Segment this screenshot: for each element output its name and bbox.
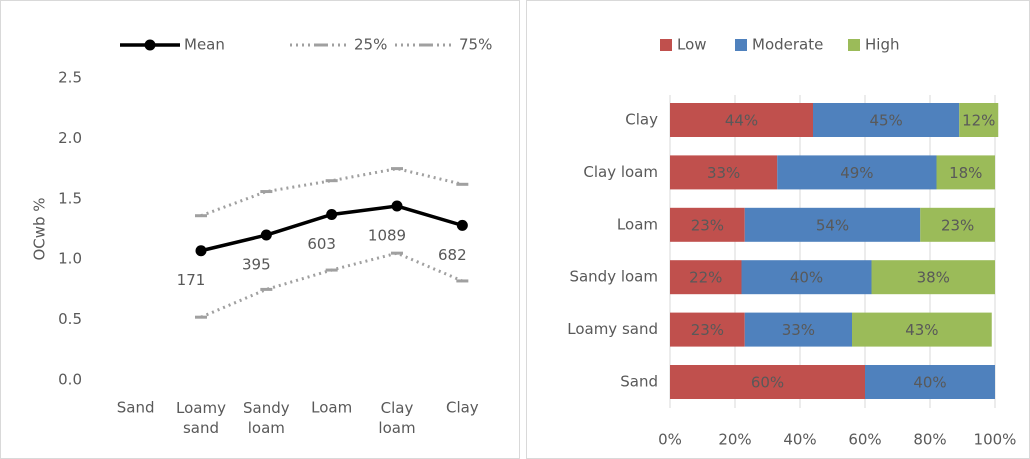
value-label: 60%	[751, 374, 784, 392]
y-tick-label: Sand	[620, 373, 658, 391]
bar-segment	[959, 103, 999, 137]
legend-label: 25%	[354, 36, 387, 54]
bar-segment	[741, 260, 872, 295]
count-label: 603	[307, 235, 336, 253]
value-label: 12%	[962, 112, 995, 130]
legend-label: High	[865, 36, 899, 54]
x-tick-label: Sandy loam	[243, 399, 290, 437]
count-label: 682	[438, 246, 467, 264]
value-label: 33%	[707, 164, 740, 182]
value-label: 38%	[917, 269, 950, 287]
marker	[195, 245, 207, 257]
value-label: 22%	[689, 269, 722, 287]
x-tick-label: 60%	[848, 431, 881, 449]
y-tick-label: 2.5	[58, 69, 82, 87]
x-tick-label: 100%	[974, 431, 1017, 449]
legend-swatch	[660, 39, 672, 51]
value-label: 40%	[913, 374, 946, 392]
bar-segment	[670, 365, 865, 399]
legend-marker	[144, 39, 156, 51]
y-tick-label: Sandy loam	[569, 268, 658, 286]
bar-segment	[813, 103, 960, 137]
value-label: 40%	[790, 269, 823, 287]
x-tick-label: 40%	[783, 431, 816, 449]
count-label: 395	[242, 256, 271, 274]
bar-segment	[670, 155, 778, 190]
value-label: 33%	[782, 321, 815, 339]
y-tick-label: Clay	[625, 111, 658, 129]
legend-swatch	[735, 39, 747, 51]
bar-segment	[936, 155, 995, 190]
legend-label: Moderate	[752, 36, 823, 54]
y-tick-label: 2.0	[58, 129, 82, 147]
bar-segment	[865, 365, 995, 399]
marker	[391, 200, 403, 212]
y-tick-label: Loam	[617, 215, 658, 233]
marker	[456, 219, 468, 231]
legend-label: 75%	[459, 36, 492, 54]
x-tick-label: Loamy sand	[176, 399, 226, 437]
y-tick-label: 0.0	[58, 371, 82, 389]
value-label: 44%	[725, 112, 758, 130]
bar-segment	[852, 312, 992, 347]
bar-segment	[670, 207, 745, 242]
x-tick-label: 20%	[718, 431, 751, 449]
bar-segment	[670, 312, 745, 347]
marker	[260, 229, 272, 241]
x-tick-label: 0%	[658, 431, 682, 449]
value-label: 18%	[949, 164, 982, 182]
x-tick-label: 80%	[913, 431, 946, 449]
bar-segment	[744, 312, 852, 347]
legend-swatch	[848, 39, 860, 51]
bar-segment	[871, 260, 995, 295]
marker	[326, 209, 338, 221]
x-tick-label: Sand	[117, 399, 155, 417]
value-label: 23%	[941, 216, 974, 234]
y-tick-label: Loamy sand	[567, 320, 658, 338]
y-tick-label: 1.0	[58, 250, 82, 268]
value-label: 43%	[905, 321, 938, 339]
value-label: 45%	[869, 112, 902, 130]
count-label: 1089	[368, 227, 406, 245]
count-label: 171	[177, 271, 206, 289]
y-tick-label: 1.5	[58, 189, 82, 207]
y-tick-label: 0.5	[58, 310, 82, 328]
x-tick-label: Loam	[311, 399, 352, 417]
bar-segment	[920, 207, 995, 242]
y-tick-label: Clay loam	[583, 163, 658, 181]
y-axis-label: OCwb %	[31, 197, 49, 260]
bar-segment	[744, 207, 921, 242]
bar-segment	[670, 103, 813, 137]
legend-label: Mean	[184, 36, 225, 54]
x-tick-label: Clay	[446, 399, 479, 417]
value-label: 54%	[816, 216, 849, 234]
value-label: 23%	[691, 216, 724, 234]
x-tick-label: Clay loam	[378, 399, 415, 437]
left-panel	[0, 0, 520, 459]
value-label: 49%	[840, 164, 873, 182]
value-label: 23%	[691, 321, 724, 339]
bar-segment	[777, 155, 937, 190]
legend-label: Low	[677, 36, 707, 54]
bar-segment	[670, 260, 742, 295]
